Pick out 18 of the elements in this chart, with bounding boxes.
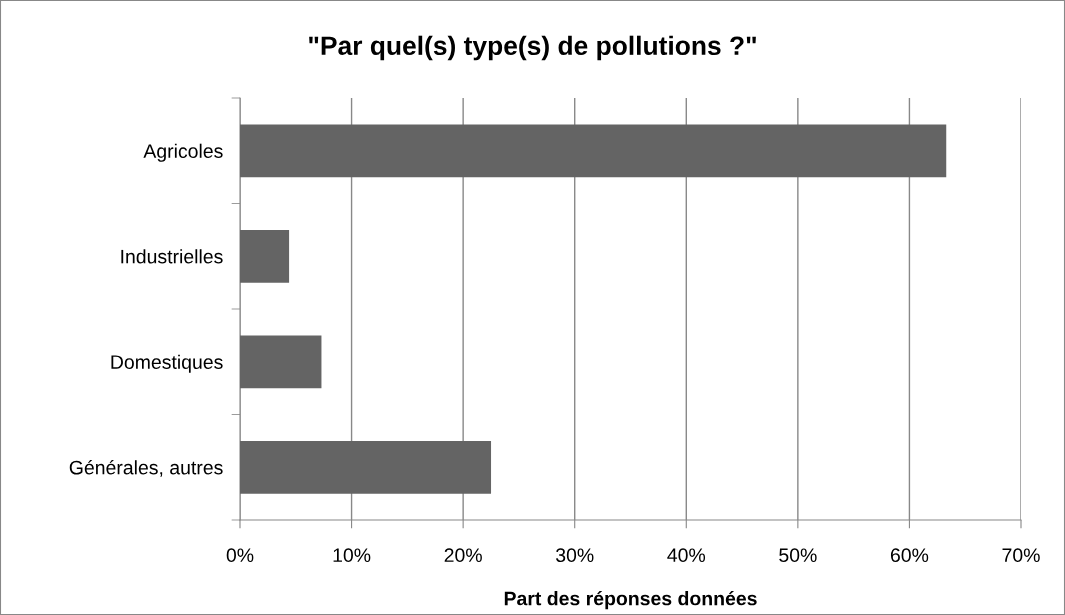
bar xyxy=(240,440,492,494)
y-tick-label: Industrielles xyxy=(121,249,223,264)
x-tick-label: 50% xyxy=(779,548,817,563)
x-tick-label: 10% xyxy=(333,548,371,563)
x-tick-label: 30% xyxy=(556,548,594,563)
bar xyxy=(240,124,947,178)
x-tick-label: 40% xyxy=(667,548,706,563)
chart-title: "Par quel(s) type(s) de pollutions ?" xyxy=(309,35,756,61)
x-tick-label: 20% xyxy=(444,548,482,563)
x-tick-label: 70% xyxy=(1002,548,1040,563)
bar xyxy=(240,335,322,389)
y-tick-label: Générales, autres xyxy=(69,459,223,477)
x-tick-label: 0% xyxy=(226,548,254,563)
y-tick-label: Domestiques xyxy=(111,354,223,373)
x-tick-label: 60% xyxy=(890,548,929,563)
bar xyxy=(240,229,290,283)
y-tick-label: Agricoles xyxy=(143,143,223,162)
x-axis-title: Part des réponses données xyxy=(504,590,757,610)
